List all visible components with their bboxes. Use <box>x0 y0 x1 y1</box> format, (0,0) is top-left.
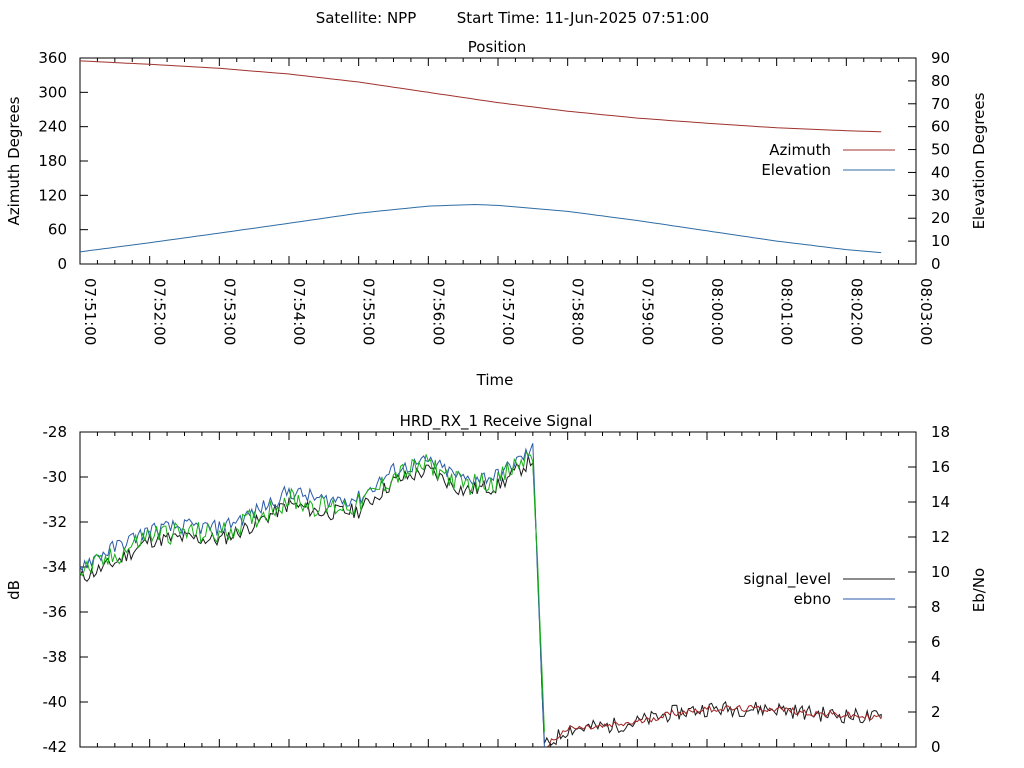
position-plot-area: 07:51:00 07:52:00 07:53:00 07:54:00 07:55:00… <box>38 49 950 345</box>
y-tick-label: 180 <box>38 152 67 170</box>
series-signal-level-line <box>79 455 882 746</box>
y-tick-label: -34 <box>43 558 68 576</box>
series-elevation-line <box>79 203 882 254</box>
y2-tick-label: 6 <box>931 633 941 651</box>
y-tick-label: 120 <box>38 186 67 204</box>
position-chart: Position 07:51:00 07:52:00 07:53:00 07:54:0… <box>5 38 988 389</box>
y2-tick-label: 10 <box>931 232 950 250</box>
position-y2label: Elevation Degrees <box>970 92 988 229</box>
y2-tick-label: 18 <box>931 423 950 441</box>
x-tick-label: 07:51:00 <box>81 278 99 345</box>
y-tick-label: -28 <box>43 423 68 441</box>
y-tick-label: 300 <box>38 83 67 101</box>
y-tick-label: 360 <box>38 49 67 67</box>
legend-label: Azimuth <box>769 141 831 159</box>
y-tick-label: -30 <box>43 468 68 486</box>
x-tick-label: 07:57:00 <box>499 278 517 345</box>
y2-tick-label: 20 <box>931 209 950 227</box>
y2-tick-label: 0 <box>931 738 941 756</box>
legend-label: Elevation <box>761 161 831 179</box>
x-tick-label: 08:02:00 <box>847 278 865 345</box>
y2-tick-label: 0 <box>931 255 941 273</box>
y-tick-label: -40 <box>43 693 68 711</box>
x-tick-label: 08:00:00 <box>708 278 726 345</box>
y2-tick-label: 10 <box>931 563 950 581</box>
legend-label: signal_level <box>743 570 831 589</box>
x-tick-label: 07:53:00 <box>220 278 238 345</box>
signal-title: HRD_RX_1 Receive Signal <box>400 412 593 431</box>
y-tick-label: -32 <box>43 513 68 531</box>
x-tick-label: 07:54:00 <box>290 278 308 345</box>
y2-tick-label: 70 <box>931 95 950 113</box>
y2-tick-label: 60 <box>931 118 950 136</box>
y2-tick-label: 40 <box>931 163 950 181</box>
legend-label: ebno <box>794 590 831 608</box>
y2-tick-label: 80 <box>931 72 950 90</box>
position-xlabel: Time <box>476 371 514 389</box>
position-ylabel: Azimuth Degrees <box>5 96 23 225</box>
y2-tick-label: 16 <box>931 458 950 476</box>
start-time-label: Start Time: 11-Jun-2025 07:51:00 <box>457 9 709 27</box>
x-tick-label: 07:52:00 <box>151 278 169 345</box>
signal-y2label: Eb/No <box>970 568 988 612</box>
y-tick-label: -38 <box>43 648 68 666</box>
y2-tick-label: 4 <box>931 668 941 686</box>
y2-tick-label: 12 <box>931 528 950 546</box>
series-ebno-line <box>79 443 545 748</box>
red-noise-trace <box>546 704 882 748</box>
signal-chart: HRD_RX_1 Receive Signal -42-40-38-36-34-… <box>5 412 988 756</box>
y-tick-label: 60 <box>48 221 67 239</box>
y-tick-label: -36 <box>43 603 68 621</box>
y2-tick-label: 90 <box>931 49 950 67</box>
signal-ylabel: dB <box>5 580 23 600</box>
y2-tick-label: 50 <box>931 141 950 159</box>
x-tick-label: 08:01:00 <box>778 278 796 345</box>
position-title: Position <box>468 38 526 56</box>
y-tick-label: -42 <box>43 738 68 756</box>
satellite-label: Satellite: NPP <box>316 9 417 27</box>
y2-tick-label: 14 <box>931 493 950 511</box>
green-noise-trace <box>79 450 545 732</box>
y2-tick-label: 30 <box>931 186 950 204</box>
signal-plot-area: -42 -40 -38 -36 -34 -32 -30 -28 0 2 4 6 8 10 12 14 16 18 s… <box>43 423 951 756</box>
x-tick-label: 07:56:00 <box>429 278 447 345</box>
x-tick-label: 08:03:00 <box>917 278 935 345</box>
y-tick-label: 240 <box>38 118 67 136</box>
x-tick-label: 07:55:00 <box>360 278 378 345</box>
y2-tick-label: 8 <box>931 598 941 616</box>
x-tick-label: 07:58:00 <box>569 278 587 345</box>
series-azimuth-line <box>79 60 882 133</box>
y-tick-label: 0 <box>57 255 67 273</box>
y2-tick-label: 2 <box>931 703 941 721</box>
x-tick-label: 07:59:00 <box>638 278 656 345</box>
